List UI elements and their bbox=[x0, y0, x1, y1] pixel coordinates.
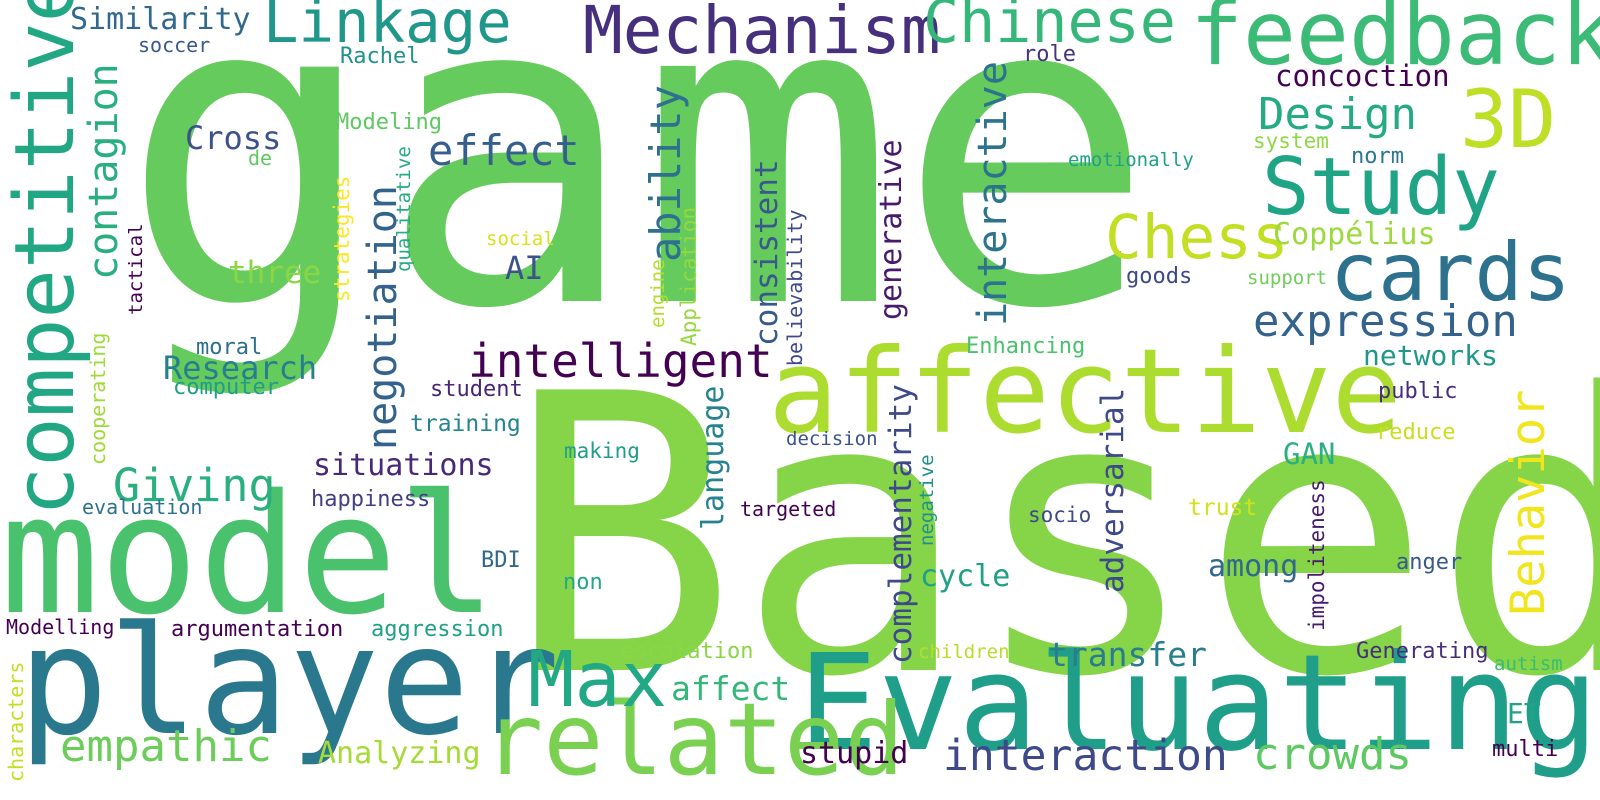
word-escalation: escalation bbox=[621, 639, 754, 664]
word-competitive: competitive bbox=[0, 0, 93, 516]
word-based: Based bbox=[505, 313, 1600, 761]
word-behavior: Behavior bbox=[1501, 389, 1556, 616]
word-mechanism: Mechanism bbox=[583, 0, 941, 69]
word-public: public bbox=[1378, 379, 1458, 404]
word-three: three bbox=[228, 255, 322, 291]
word-goods: goods bbox=[1126, 264, 1193, 289]
word-moral: moral bbox=[196, 335, 263, 360]
word-generating: Generating bbox=[1356, 639, 1489, 664]
word-giving: Giving bbox=[113, 459, 276, 512]
word-children: children bbox=[918, 641, 1010, 663]
word-affective: affective bbox=[768, 323, 1402, 460]
word-training: training bbox=[410, 411, 521, 437]
word-cycle: cycle bbox=[920, 559, 1011, 594]
word-norm: norm bbox=[1351, 144, 1404, 169]
word-consistent: consistent bbox=[749, 159, 785, 346]
word-research: Research bbox=[163, 349, 318, 387]
word-impoliteness: impoliteness bbox=[1305, 479, 1329, 631]
word-cooperating: cooperating bbox=[86, 332, 110, 465]
word-aggression: aggression bbox=[371, 617, 504, 642]
word-related: related bbox=[483, 681, 905, 798]
word-soccer: soccer bbox=[138, 33, 211, 57]
word-cross: Cross bbox=[185, 119, 282, 157]
word-autism: autism bbox=[1494, 653, 1563, 675]
word-emotionally: emotionally bbox=[1068, 149, 1194, 171]
word-application: Application bbox=[677, 206, 701, 346]
word-et: ET bbox=[1507, 697, 1541, 730]
word-engine: engine bbox=[647, 259, 669, 328]
word-complementarity: complementarity bbox=[883, 384, 919, 664]
word-modelling: Modelling bbox=[6, 615, 115, 639]
word-stupid: stupid bbox=[800, 736, 909, 771]
word-effect: effect bbox=[428, 126, 580, 175]
word-feedback: feedback bbox=[1190, 0, 1600, 85]
word-game: game bbox=[120, 0, 1156, 403]
word-max: Max bbox=[528, 636, 668, 725]
word-chinese: Chinese bbox=[923, 0, 1176, 57]
word-among: among bbox=[1208, 549, 1299, 584]
word-player: player bbox=[18, 595, 560, 769]
word-believability: believability bbox=[783, 209, 807, 366]
word-crowds: crowds bbox=[1253, 729, 1412, 780]
word-evaluating: Evaluating bbox=[798, 627, 1599, 781]
word-multi: multi bbox=[1492, 737, 1559, 762]
word-ai: AI bbox=[505, 249, 544, 287]
word-computer: computer bbox=[173, 375, 279, 400]
word-socio: socio bbox=[1028, 503, 1092, 527]
word-social: social bbox=[486, 228, 555, 250]
word-3d: 3D bbox=[1460, 73, 1557, 166]
word-bdi: BDI bbox=[481, 548, 521, 573]
word-enhancing: Enhancing bbox=[966, 334, 1086, 359]
word-adversarial: adversarial bbox=[1095, 387, 1131, 593]
word-support: support bbox=[1247, 267, 1328, 289]
word-targeted: targeted bbox=[740, 497, 837, 521]
word-de: de bbox=[248, 146, 273, 170]
word-interactive: interactive bbox=[970, 61, 1016, 326]
word-strategies: strategies bbox=[330, 175, 354, 302]
word-gan: GAN bbox=[1283, 437, 1336, 471]
word-modeling: Modeling bbox=[336, 110, 442, 135]
word-situations: situations bbox=[313, 448, 494, 483]
word-language: language bbox=[696, 385, 731, 531]
word-system: system bbox=[1253, 129, 1329, 153]
word-contagion: contagion bbox=[81, 63, 127, 280]
word-tactical: tactical bbox=[125, 223, 147, 315]
word-linkage: Linkage bbox=[263, 0, 512, 56]
word-coppelius: Coppélius bbox=[1273, 217, 1436, 252]
word-decision: decision bbox=[786, 428, 878, 450]
word-evaluation: evaluation bbox=[82, 495, 203, 519]
word-similarity: Similarity bbox=[70, 2, 251, 37]
word-affect: affect bbox=[671, 669, 791, 708]
word-happiness: happiness bbox=[311, 487, 431, 512]
word-study: Study bbox=[1262, 141, 1500, 233]
word-intelligent: intelligent bbox=[468, 334, 773, 388]
word-transfer: transfer bbox=[1048, 635, 1207, 674]
word-rachel: Rachel bbox=[340, 44, 420, 69]
word-characters: characters bbox=[4, 661, 28, 782]
word-qualitative: qualitative bbox=[393, 146, 415, 272]
word-trust: trust bbox=[1188, 495, 1258, 521]
word-cards: cards bbox=[1330, 226, 1571, 319]
word-non: non bbox=[563, 570, 603, 595]
word-expression: expression bbox=[1253, 296, 1518, 347]
word-anger: anger bbox=[1396, 550, 1463, 575]
word-generative: generative bbox=[874, 139, 909, 320]
word-analyzing: Analyzing bbox=[318, 736, 481, 771]
word-argumentation: argumentation bbox=[171, 617, 344, 642]
word-chess: Chess bbox=[1105, 202, 1289, 273]
word-networks: networks bbox=[1363, 339, 1498, 372]
word-empathic: empathic bbox=[60, 721, 272, 772]
word-negative: negative bbox=[916, 454, 938, 546]
word-making: making bbox=[564, 439, 640, 463]
word-role: role bbox=[1023, 42, 1076, 67]
word-model: model bbox=[0, 459, 497, 651]
word-student: student bbox=[430, 377, 523, 402]
word-interaction: interaction bbox=[943, 731, 1228, 781]
word-reduce: reduce bbox=[1376, 420, 1456, 445]
word-concoction: concoction bbox=[1275, 59, 1450, 93]
word-design: Design bbox=[1258, 89, 1417, 140]
